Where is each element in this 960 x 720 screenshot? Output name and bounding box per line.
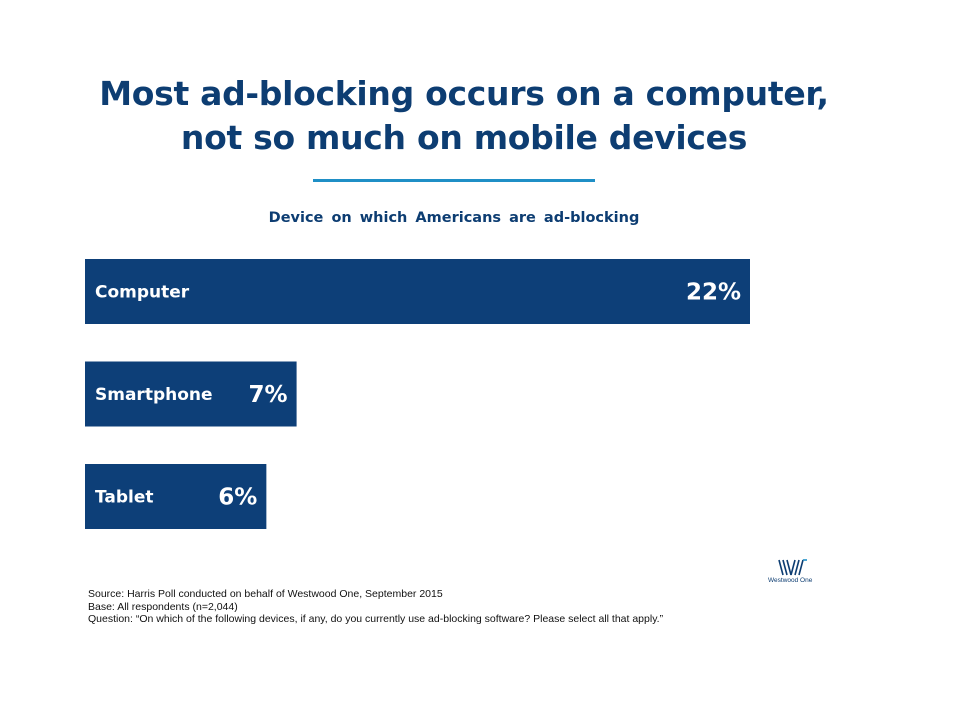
bar-value-computer: 22% [686,280,741,306]
westwood-one-logo-icon [778,559,807,576]
bar-label-computer: Computer [95,283,190,303]
bar-tablet [85,464,267,529]
question-note: Question: “On which of the following dev… [88,613,664,625]
title-divider [313,179,595,182]
source-note: Source: Harris Poll conducted on behalf … [88,588,443,600]
bar-smartphone [85,361,297,427]
westwood-one-logo: Westwood One [768,559,820,585]
bar-label-tablet: Tablet [95,488,154,508]
base-note: Base: All respondents (n=2,044) [88,600,238,613]
chart-subtitle: Device on which Americans are ad-blockin… [268,210,640,226]
slide-title: Most ad-blocking occurs on a computer, n… [0,72,928,160]
bar-value-tablet: 6% [218,485,257,511]
title-line-1: Most ad-blocking occurs on a computer, [99,74,829,113]
logo-text: Westwood One [768,577,813,584]
bar-value-smartphone: 7% [249,382,288,408]
bar-label-smartphone: Smartphone [95,385,213,405]
bar-computer [85,259,750,324]
title-line-2: not so much on mobile devices [180,118,748,157]
footnotes: Source: Harris Poll conducted on behalf … [88,588,808,626]
